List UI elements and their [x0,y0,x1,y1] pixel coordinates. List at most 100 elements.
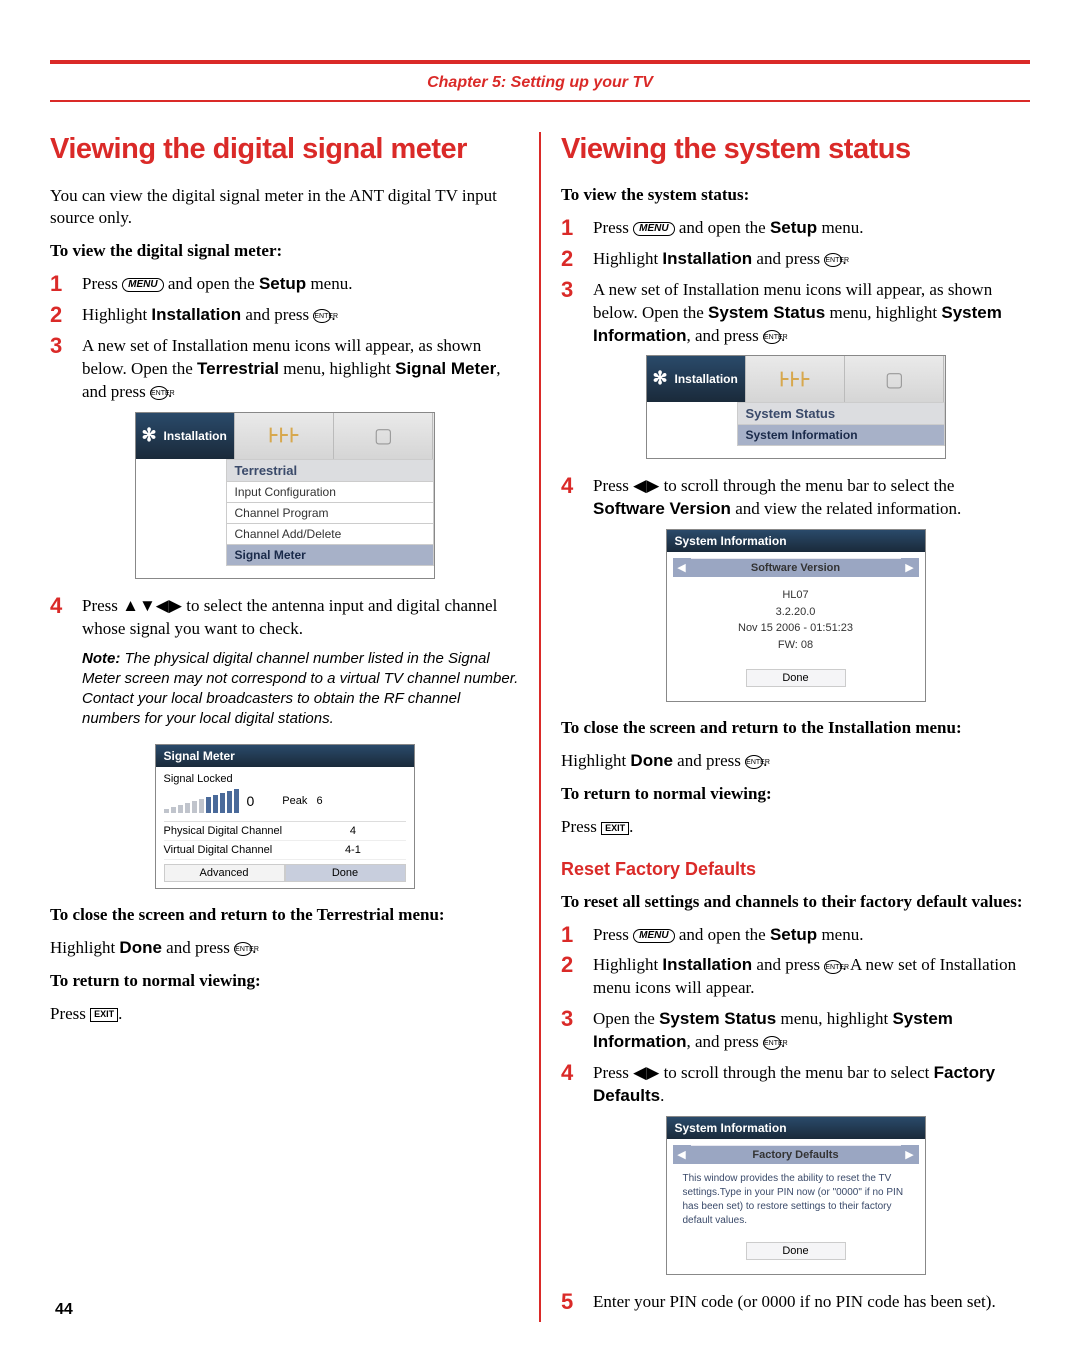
note-text: Note: The physical digital channel numbe… [82,649,519,730]
page-number: 44 [55,1301,73,1319]
step-number: 3 [50,335,70,404]
exit-icon: EXIT [601,822,629,836]
enter-icon: ENTER [150,386,168,400]
enter-icon: ENTER [763,1036,781,1050]
chapter-title: Chapter 5: Setting up your TV [50,70,1030,96]
section-title-right: Viewing the system status [561,132,1030,167]
menu-icon: MENU [633,929,674,943]
enter-icon: ENTER [234,942,252,956]
info-icon: ▢ [374,423,393,448]
exit-icon: EXIT [90,1008,118,1022]
menu-icon: MENU [122,278,163,292]
osd-tab-info: ▢ [334,413,433,459]
osd-row-highlighted: System Information [737,425,945,446]
arrow-left-icon: ◀ [673,558,691,577]
enter-icon: ENTER [824,253,842,267]
left-subhead: To view the digital signal meter: [50,241,519,261]
step-number: 1 [50,273,70,296]
step-text: Highlight Installation and press ENTER. [593,248,1030,271]
signal-locked-label: Signal Locked [164,773,406,785]
osd-signal-meter: Signal Meter Signal Locked 0 Peak 6 [155,744,415,889]
right-subhead: To view the system status: [561,185,1030,205]
top-red-bar [50,60,1030,64]
step-text: A new set of Installation menu icons wil… [82,335,519,404]
step-number: 1 [561,924,581,947]
step-text: A new set of Installation menu icons wil… [593,279,1030,348]
antenna-icon: ⊦⊦⊦ [779,367,810,392]
return-subhead: To return to normal viewing: [50,971,519,991]
signal-bars [164,789,239,813]
close-text: Highlight Done and press ENTER. [50,937,519,959]
osd-factory-defaults: System Information ◀ Factory Defaults ▶ … [666,1116,926,1275]
osd-subhead: System Status [737,402,945,425]
step-text: Highlight Installation and press ENTER. [82,304,519,327]
close-subhead-right: To close the screen and return to the In… [561,718,1030,738]
enter-icon: ENTER [745,755,763,769]
antenna-icon: ⊦⊦⊦ [268,423,299,448]
step-text: Press ◀▶ to scroll through the menu bar … [593,475,1030,521]
osd-tab-installation: Installation [647,356,746,402]
step-number: 5 [561,1291,581,1314]
enter-icon: ENTER [824,960,842,974]
osd-row-highlighted: Signal Meter [226,545,434,566]
step-text: Highlight Installation and press ENTER. … [593,954,1030,1000]
step-number: 4 [561,475,581,521]
signal-value: 0 [247,793,255,809]
return-text: Press EXIT. [50,1003,519,1025]
osd-tab-antenna: ⊦⊦⊦ [235,413,334,459]
done-button: Done [285,864,406,882]
step-number: 4 [50,595,70,641]
step-number: 4 [561,1062,581,1108]
osd-row: Channel Program [226,503,434,524]
osd-row: Input Configuration [226,482,434,503]
step-text: Press MENU and open the Setup menu. [593,924,1030,947]
arrow-left-icon: ◀ [673,1145,691,1164]
section-title-left: Viewing the digital signal meter [50,132,519,167]
column-divider [539,132,541,1322]
return-text-right: Press EXIT. [561,816,1030,838]
step-text: Open the System Status menu, highlight S… [593,1008,1030,1054]
step-number: 3 [561,1008,581,1054]
osd-subhead: Terrestrial [226,459,434,482]
advanced-button: Advanced [164,864,285,882]
reset-title: Reset Factory Defaults [561,859,1030,880]
osd-meter-title: Signal Meter [156,745,414,767]
top-red-bar-thin [50,100,1030,102]
osd-row: Channel Add/Delete [226,524,434,545]
osd-system-information: System Information ◀ Software Version ▶ … [666,529,926,702]
osd-sysinfo-title: System Information [667,530,925,552]
arrow-right-icon: ▶ [901,1145,919,1164]
osd-installation-menu: Installation ⊦⊦⊦ ▢ Terrestrial Input Con… [135,412,435,579]
return-subhead-right: To return to normal viewing: [561,784,1030,804]
arrow-right-icon: ▶ [901,558,919,577]
close-text-right: Highlight Done and press ENTER. [561,750,1030,772]
menu-icon: MENU [633,222,674,236]
osd-tab-antenna: ⊦⊦⊦ [746,356,845,402]
enter-icon: ENTER [763,330,781,344]
step-number: 2 [561,954,581,1000]
osd-tab-installation: Installation [136,413,235,459]
done-button: Done [746,669,846,687]
close-subhead: To close the screen and return to the Te… [50,905,519,925]
intro-text: You can view the digital signal meter in… [50,185,519,229]
factory-defaults-body: This window provides the ability to rese… [673,1164,919,1236]
gear-icon [142,428,158,444]
osd-sysinfo-title: System Information [667,1117,925,1139]
osd-installation-menu-right: Installation ⊦⊦⊦ ▢ System Status System … [646,355,946,459]
done-button: Done [746,1242,846,1260]
info-icon: ▢ [885,367,904,392]
gear-icon [653,371,669,387]
step-text: Enter your PIN code (or 0000 if no PIN c… [593,1291,1030,1314]
reset-subhead: To reset all settings and channels to th… [561,892,1030,912]
step-text: Press ▲▼◀▶ to select the antenna input a… [82,595,519,641]
step-text: Press MENU and open the Setup menu. [82,273,519,296]
osd-mid-label: Software Version [691,559,901,577]
step-text: Press MENU and open the Setup menu. [593,217,1030,240]
osd-tab-info: ▢ [845,356,944,402]
osd-mid-label: Factory Defaults [691,1146,901,1164]
step-number: 1 [561,217,581,240]
enter-icon: ENTER [313,309,331,323]
step-text: Press ◀▶ to scroll through the menu bar … [593,1062,1030,1108]
step-number: 2 [561,248,581,271]
step-number: 3 [561,279,581,348]
